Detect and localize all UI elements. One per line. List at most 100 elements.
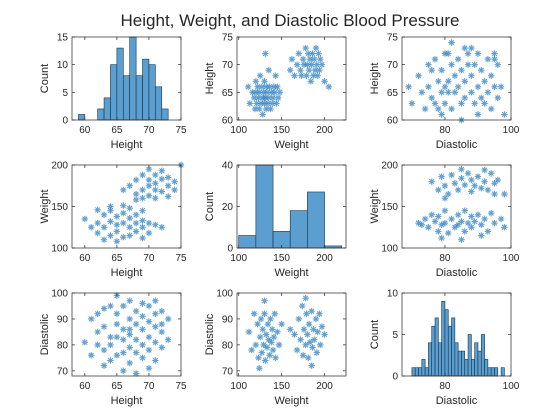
p12-point-61 xyxy=(312,44,320,52)
p22-bar-4 xyxy=(307,191,325,249)
p13-point-55 xyxy=(448,39,455,46)
p23-point-27 xyxy=(487,209,495,217)
p13-point-28 xyxy=(464,61,472,68)
p23-point-6 xyxy=(435,228,442,235)
p13-point-22 xyxy=(454,83,462,90)
p22-bar-3 xyxy=(289,210,308,249)
p21-point-19 xyxy=(132,228,140,235)
p13-point-26 xyxy=(461,78,468,85)
p12-point-19 xyxy=(261,78,268,85)
p21-point-14 xyxy=(120,234,127,241)
p31-axes-frame xyxy=(71,292,182,377)
p31-point-23 xyxy=(132,349,140,356)
p33-bar-25 xyxy=(490,367,495,377)
p23-point-10 xyxy=(441,219,449,227)
p11-ytick-label-2: 10 xyxy=(57,60,69,71)
p22-xtick-label-2: 200 xyxy=(316,253,333,264)
p32-point-39 xyxy=(304,331,311,338)
p23-point-22 xyxy=(471,218,478,225)
p21-xtick-label-0: 60 xyxy=(79,253,91,264)
p23-point-28 xyxy=(491,219,498,227)
p13-point-10 xyxy=(435,78,442,85)
p31-ytick-label-2: 90 xyxy=(57,314,69,325)
p23-point-35 xyxy=(435,186,442,194)
p21-xtick-label-3: 75 xyxy=(175,253,187,264)
p31-point-20 xyxy=(126,359,133,367)
p13-point-5 xyxy=(425,61,432,68)
p11-bar-11 xyxy=(148,64,156,121)
p21-point-44 xyxy=(152,186,159,194)
p21-point-37 xyxy=(132,190,140,198)
p12-point-68 xyxy=(321,78,328,85)
p23-point-18 xyxy=(461,207,468,214)
p32-point-26 xyxy=(275,341,283,349)
p32-point-15 xyxy=(264,320,272,328)
p12-point-30 xyxy=(268,100,276,107)
p33-bar-12 xyxy=(447,325,452,377)
p32-point-54 xyxy=(302,294,309,302)
p23-point-48 xyxy=(474,173,482,180)
p32-point-46 xyxy=(311,336,318,343)
p31-point-6 xyxy=(100,323,108,330)
p32-point-34 xyxy=(299,302,306,310)
p23-point-11 xyxy=(445,229,452,237)
p32-point-56 xyxy=(287,326,294,333)
p12-point-39 xyxy=(262,50,269,57)
p21-point-31 xyxy=(120,202,127,209)
p23-xtick-label-1: 100 xyxy=(503,253,520,264)
p31-point-13 xyxy=(113,310,121,317)
p33-ytick-label-2: 10 xyxy=(387,289,399,300)
p31-point-49 xyxy=(139,300,146,307)
p13-point-38 xyxy=(481,78,488,85)
p21-ylabel: Weight xyxy=(39,189,51,223)
p21-point-45 xyxy=(152,171,159,179)
p21-point-39 xyxy=(139,186,146,194)
p13-point-11 xyxy=(435,105,442,113)
p31-ytick-label-0: 70 xyxy=(57,366,69,377)
p23-point-47 xyxy=(471,182,478,189)
p21-ytick-label-2: 200 xyxy=(51,161,68,172)
p12-point-65 xyxy=(316,67,323,74)
p12-point-40 xyxy=(287,67,294,74)
p32-point-29 xyxy=(256,365,263,372)
p21-point-41 xyxy=(145,182,153,189)
p31-point-50 xyxy=(132,370,140,377)
p33-bar-22 xyxy=(480,334,485,377)
p23-point-44 xyxy=(464,170,472,177)
p23-point-49 xyxy=(478,185,485,192)
p21-point-55 xyxy=(145,165,153,173)
p12-xlabel: Weight xyxy=(274,139,308,151)
p32-point-41 xyxy=(305,320,313,328)
p11-bar-12 xyxy=(155,86,163,121)
p31-xtick-label-1: 65 xyxy=(111,381,123,392)
p33-bar-16 xyxy=(461,350,466,377)
p13-point-1 xyxy=(408,100,416,107)
p33-bar-26 xyxy=(494,367,499,377)
p23-point-17 xyxy=(461,228,468,235)
p13-point-33 xyxy=(471,61,478,68)
p31-xtick-label-0: 60 xyxy=(79,381,91,392)
p12-point-6 xyxy=(252,78,260,85)
p21-point-47 xyxy=(158,188,165,195)
p31-ytick-label-1: 80 xyxy=(57,340,69,351)
p33-bar-5 xyxy=(424,367,429,377)
p23-point-58 xyxy=(481,166,488,174)
p12-point-69 xyxy=(325,83,333,90)
p33-bar-28 xyxy=(500,367,505,377)
p21-point-54 xyxy=(139,195,146,202)
p12-point-38 xyxy=(276,89,284,96)
p12-point-43 xyxy=(293,61,301,68)
p33-bar-20 xyxy=(474,342,479,377)
p33-bar-23 xyxy=(484,359,489,377)
p12-point-22 xyxy=(262,105,270,113)
p33-bar-13 xyxy=(451,317,456,377)
p13-point-35 xyxy=(474,50,482,57)
p32-point-55 xyxy=(308,362,315,369)
p33-bar-18 xyxy=(467,334,472,377)
p21-ytick-label-0: 100 xyxy=(51,244,68,255)
panel-p33: 80 100 0 5 10 Diastolic Count xyxy=(369,289,520,408)
p13-point-43 xyxy=(487,105,495,113)
p31-point-4 xyxy=(94,310,101,317)
p21-point-27 xyxy=(113,238,121,245)
p33-bar-10 xyxy=(441,300,446,377)
